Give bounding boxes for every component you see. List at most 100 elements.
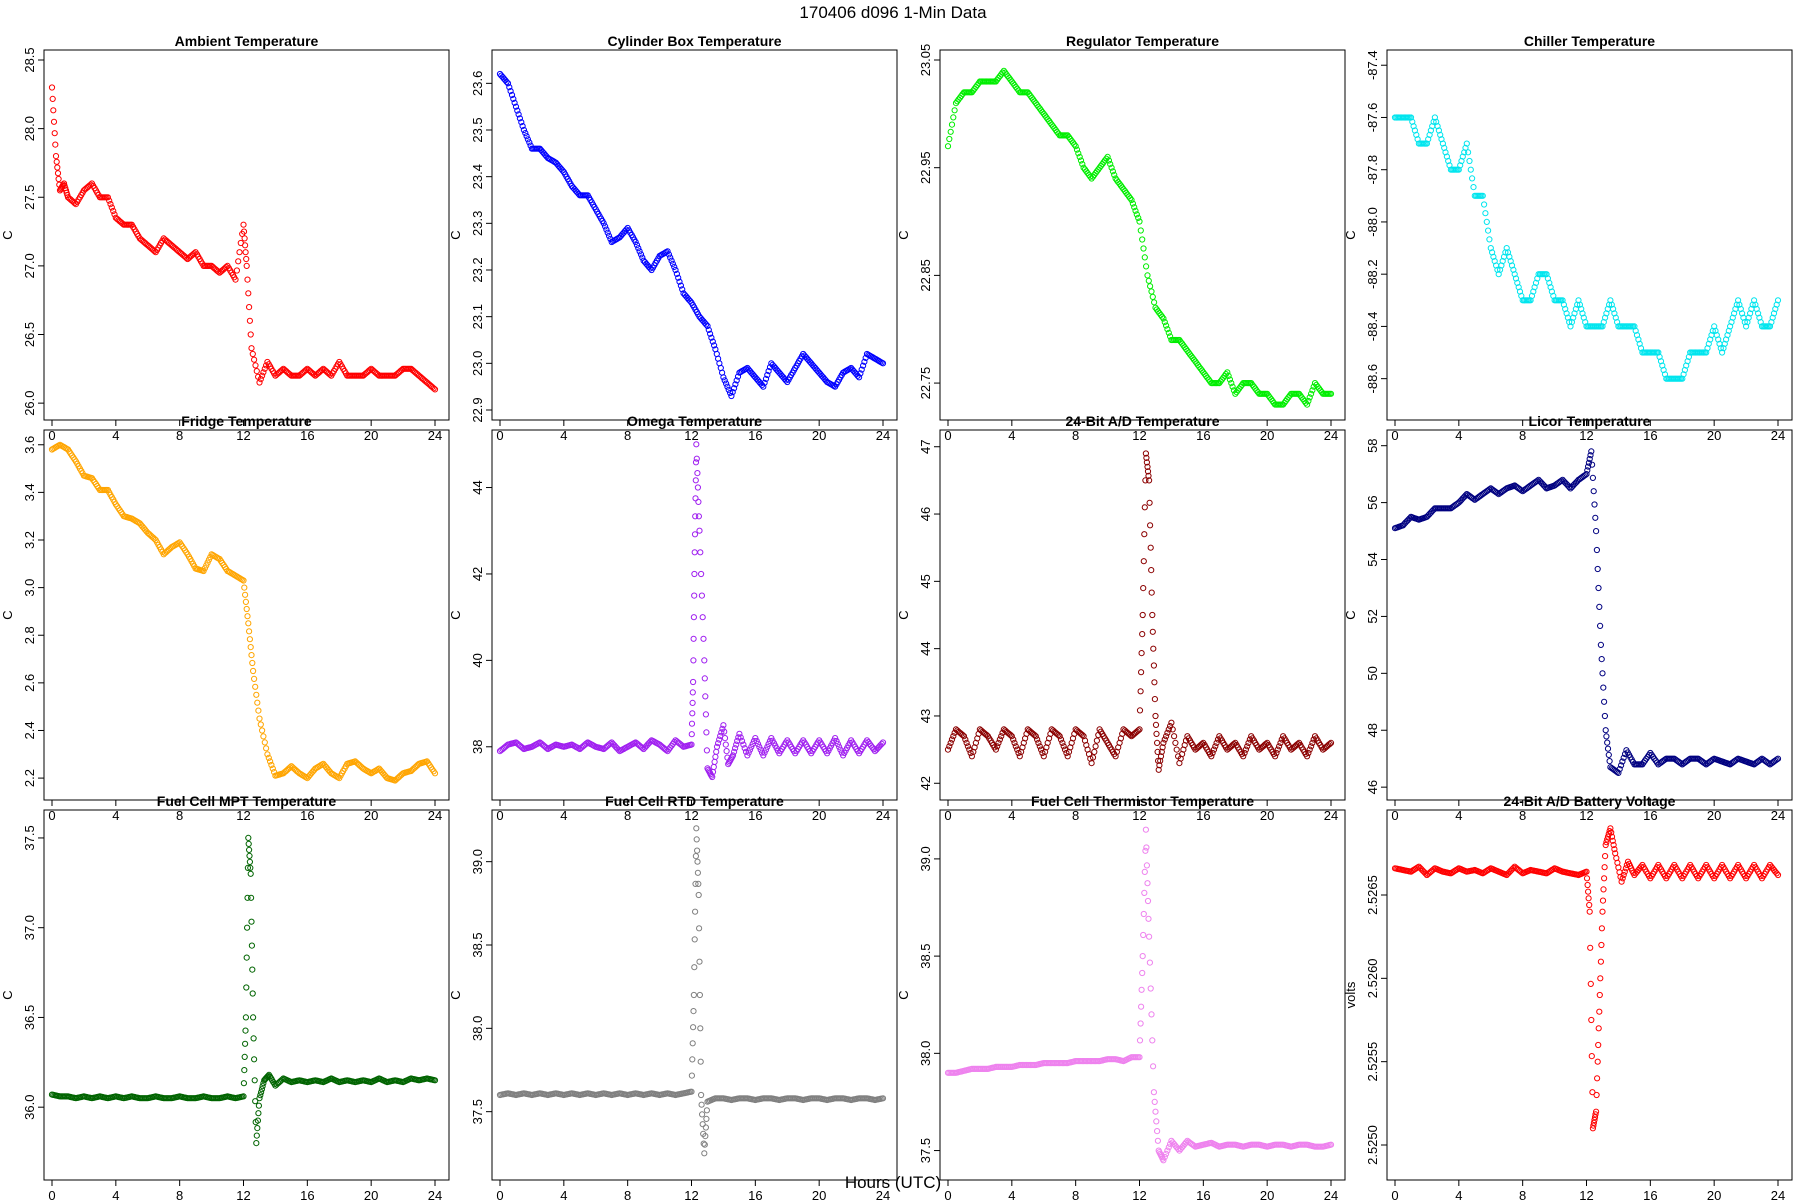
data-point	[1487, 245, 1494, 252]
data-point	[1135, 727, 1142, 734]
data-point	[1135, 214, 1142, 221]
data-point	[1576, 301, 1584, 308]
data-point	[1010, 736, 1017, 743]
x-tick-label: 20	[1260, 1188, 1274, 1200]
data-point	[1470, 184, 1477, 191]
data-point	[1506, 253, 1513, 260]
x-tick-label: 0	[1391, 1188, 1398, 1200]
data-point	[1034, 736, 1041, 743]
plot-frame	[1386, 49, 1793, 421]
data-point	[267, 758, 274, 765]
data-point	[1146, 499, 1153, 506]
panel-3: Regulator Temperature 0 4 8 12 16 20 24 22.75 22.…	[896, 33, 1346, 443]
x-tick-label: 0	[48, 1188, 55, 1200]
data-point	[265, 754, 272, 762]
x-tick-label: 0	[1391, 808, 1398, 823]
data-point	[1611, 310, 1618, 317]
data-point	[713, 743, 721, 750]
x-tick-label: 0	[944, 428, 951, 443]
data-point	[431, 1077, 439, 1084]
data-point	[1149, 293, 1156, 300]
data-point	[1619, 875, 1626, 882]
data-point	[1773, 870, 1780, 877]
data-point	[1149, 611, 1156, 619]
x-tick-label: 4	[560, 428, 567, 443]
y-tick-label: 27.5	[22, 185, 37, 210]
data-point	[1430, 118, 1437, 125]
data-point	[1276, 743, 1283, 750]
x-tick-label: 12	[1579, 808, 1593, 823]
data-point	[1601, 712, 1609, 720]
data-point	[1161, 736, 1168, 743]
data-point	[243, 605, 250, 613]
data-point	[1717, 345, 1724, 352]
data-point	[1442, 149, 1449, 156]
data-point	[108, 204, 115, 211]
data-point	[259, 1083, 266, 1090]
data-point	[718, 729, 725, 736]
data-point	[1160, 315, 1167, 322]
data-point	[604, 229, 611, 236]
data-point	[1151, 299, 1158, 306]
data-point	[1721, 340, 1728, 347]
data-point	[253, 1140, 260, 1147]
data-point	[242, 249, 249, 256]
data-point	[1715, 336, 1722, 343]
data-point	[251, 356, 258, 363]
x-tick-label: 4	[112, 1188, 119, 1200]
data-point	[689, 699, 696, 707]
panel-9: Fuel Cell MPT Temperature 0 4 8 12 16 20 24 36.0…	[0, 793, 450, 1200]
data-point	[1606, 828, 1613, 835]
data-point	[245, 840, 252, 848]
data-point	[1589, 474, 1597, 481]
data-point	[1241, 749, 1248, 757]
plot-frame	[939, 429, 1346, 801]
data-point	[996, 736, 1004, 743]
x-tick-label: 0	[496, 428, 503, 443]
x-tick-label: 4	[1008, 428, 1015, 443]
data-point	[705, 326, 712, 333]
data-point	[1482, 210, 1489, 217]
panel-title: Ambient Temperature	[175, 33, 319, 49]
data-point	[1589, 1089, 1596, 1096]
data-point	[679, 286, 686, 293]
data-point	[1212, 743, 1219, 750]
x-tick-label: 8	[176, 1188, 183, 1200]
data-series	[944, 450, 1335, 773]
data-point	[1127, 731, 1134, 739]
data-point	[1616, 766, 1623, 773]
data-point	[250, 667, 257, 675]
data-point	[623, 226, 630, 233]
y-tick-label: 46	[918, 507, 933, 521]
data-point	[1327, 739, 1335, 747]
data-point	[245, 834, 252, 842]
data-point	[857, 370, 864, 377]
data-point	[1145, 915, 1152, 922]
data-point	[1593, 546, 1601, 554]
x-tick-label: 24	[1324, 808, 1338, 823]
data-point	[879, 360, 887, 367]
y-tick-label: 38.0	[470, 1016, 485, 1041]
data-point	[836, 743, 843, 750]
data-point	[515, 111, 522, 118]
x-tick-label: 20	[1707, 1188, 1721, 1200]
data-point	[1139, 953, 1146, 960]
data-point	[1165, 726, 1172, 733]
data-point	[1431, 114, 1439, 121]
data-point	[1497, 266, 1504, 273]
data-point	[1136, 218, 1143, 225]
data-point	[723, 380, 730, 387]
x-tick-label: 4	[112, 428, 119, 443]
data-point	[703, 729, 710, 736]
panel-title: Licor Temperature	[1529, 413, 1651, 429]
data-point	[1583, 471, 1590, 478]
data-point	[1072, 143, 1079, 150]
data-point	[242, 1014, 249, 1021]
data-point	[1144, 468, 1152, 475]
data-point	[260, 733, 267, 740]
data-point	[1143, 459, 1151, 466]
data-point	[1165, 329, 1172, 336]
y-tick-label: 23.05	[918, 44, 933, 77]
